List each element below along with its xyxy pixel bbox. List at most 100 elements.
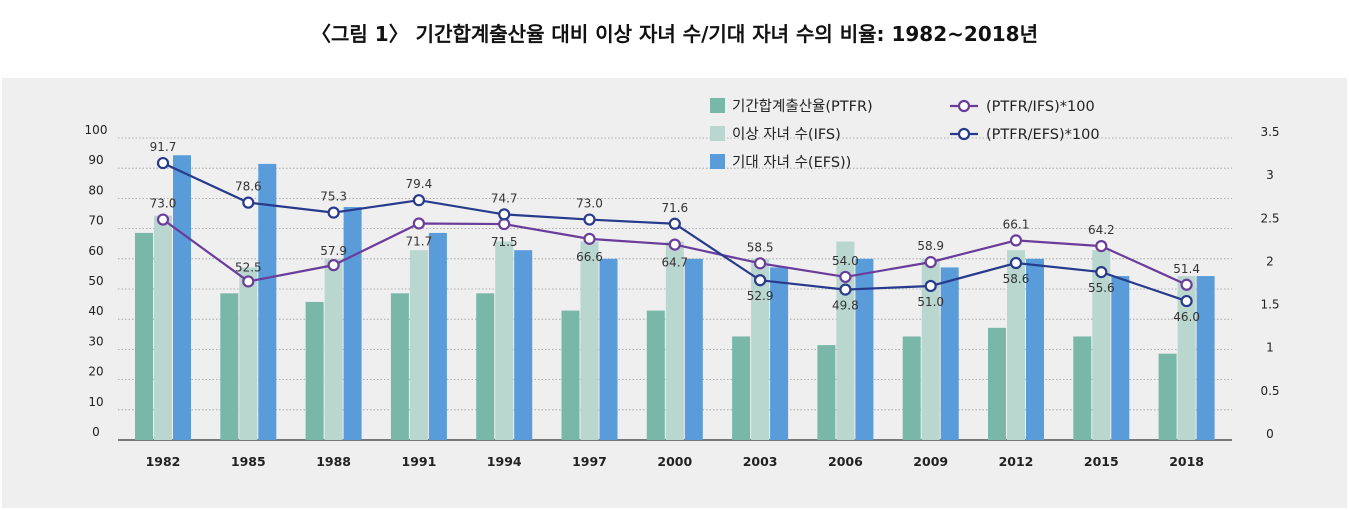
bar: [751, 258, 770, 440]
x-tick-label: 2015: [1084, 454, 1119, 469]
x-tick-label: 2009: [913, 454, 948, 469]
y-right-tick-label: 2: [1266, 254, 1274, 268]
data-label: 52.9: [747, 289, 774, 303]
data-label: 71.5: [491, 235, 518, 249]
series-point: [412, 217, 425, 230]
y-left-tick-label: 0: [92, 425, 100, 439]
series-point: [583, 213, 596, 226]
series-point: [327, 206, 340, 219]
y-left-tick-label: 80: [88, 183, 103, 197]
data-label: 66.6: [576, 250, 603, 264]
y-right-tick-label: 3.5: [1260, 125, 1279, 139]
data-label: 66.1: [1003, 217, 1030, 231]
bar: [428, 232, 447, 440]
data-label: 51.4: [1173, 262, 1200, 276]
x-tick-label: 2012: [999, 454, 1034, 469]
x-tick-label: 1994: [487, 454, 522, 469]
series-point: [839, 270, 852, 284]
y-left-tick-label: 70: [88, 214, 103, 228]
series-point: [156, 156, 170, 170]
data-label: 73.0: [576, 197, 603, 211]
data-label: 71.6: [661, 201, 688, 215]
x-tick-label: 1985: [231, 454, 266, 469]
bar: [599, 258, 618, 440]
data-label: 64.7: [661, 256, 688, 270]
data-label: 52.5: [235, 260, 262, 274]
data-label: 71.7: [406, 234, 433, 248]
series-point: [156, 213, 170, 226]
data-label: 57.9: [320, 244, 347, 258]
data-label: 58.6: [1003, 272, 1030, 286]
series-point: [839, 283, 852, 296]
y-left-tick-label: 100: [85, 123, 108, 137]
series-point: [1009, 234, 1023, 247]
bar: [305, 301, 324, 440]
y-left-tick-label: 60: [88, 244, 103, 258]
data-label: 74.7: [491, 191, 518, 205]
data-label: 54.0: [832, 254, 859, 268]
data-label: 64.2: [1088, 223, 1115, 237]
x-tick-label: 1988: [316, 454, 351, 469]
data-label: 75.3: [320, 190, 347, 204]
series-point: [753, 274, 767, 287]
y-left-tick-label: 10: [88, 395, 103, 409]
legend-label: 기간합계출산율(PTFR): [732, 98, 873, 115]
y-left-tick-label: 30: [88, 334, 103, 348]
series-point: [498, 208, 511, 221]
chart-title: 〈그림 1〉 기간합계출산율 대비 이상 자녀 수/기대 자녀 수의 비율: 1…: [311, 22, 1038, 46]
bar: [173, 155, 191, 440]
x-tick-label: 2003: [743, 454, 778, 469]
series-point: [1180, 294, 1193, 308]
bar: [646, 310, 665, 440]
x-tick-label: 2018: [1169, 454, 1204, 469]
bar: [580, 241, 599, 440]
bar: [902, 336, 921, 440]
data-label: 79.4: [406, 177, 433, 191]
bar: [940, 267, 959, 440]
x-tick-label: 2000: [657, 454, 692, 469]
bar: [1073, 336, 1092, 440]
y-right-tick-label: 2.5: [1260, 211, 1279, 225]
bar: [258, 163, 277, 440]
series-point: [327, 259, 340, 272]
bar: [732, 336, 751, 440]
y-left-tick-label: 20: [88, 365, 103, 379]
bar: [665, 241, 684, 440]
bar: [239, 267, 258, 440]
bar: [343, 207, 362, 440]
data-label: 51.0: [917, 295, 944, 309]
bar: [514, 250, 533, 440]
y-left-tick-label: 50: [88, 274, 103, 288]
legend-label: 기대 자녀 수(EFS)): [732, 154, 851, 171]
y-right-tick-label: 0: [1266, 427, 1274, 441]
x-tick-label: 1997: [572, 454, 607, 469]
x-tick-label: 2006: [828, 454, 863, 469]
series-point: [668, 217, 681, 230]
y-left-tick-label: 90: [88, 153, 103, 167]
series-point: [412, 194, 425, 207]
data-label: 55.6: [1088, 281, 1115, 295]
bar: [684, 258, 703, 440]
bar: [135, 232, 153, 440]
legend-label: (PTFR/EFS)*100: [986, 127, 1100, 143]
data-label: 91.7: [150, 140, 177, 154]
legend-swatch: [710, 154, 725, 169]
series-point: [668, 238, 681, 251]
bar: [495, 241, 514, 440]
bar: [921, 258, 940, 440]
data-label: 73.0: [150, 197, 177, 211]
bar: [1026, 258, 1044, 440]
series-point: [498, 217, 511, 231]
y-left-tick-label: 40: [88, 304, 103, 318]
bar: [988, 327, 1006, 440]
series-point: [1095, 240, 1108, 253]
bar: [1092, 250, 1111, 440]
series-point: [242, 196, 255, 209]
y-right-tick-label: 1: [1266, 341, 1274, 355]
legend-label: (PTFR/IFS)*100: [986, 99, 1095, 115]
series-point: [583, 232, 596, 245]
data-label: 46.0: [1173, 310, 1200, 324]
y-right-tick-label: 3: [1266, 168, 1274, 182]
x-tick-label: 1991: [402, 454, 437, 469]
series-point: [1180, 278, 1193, 291]
